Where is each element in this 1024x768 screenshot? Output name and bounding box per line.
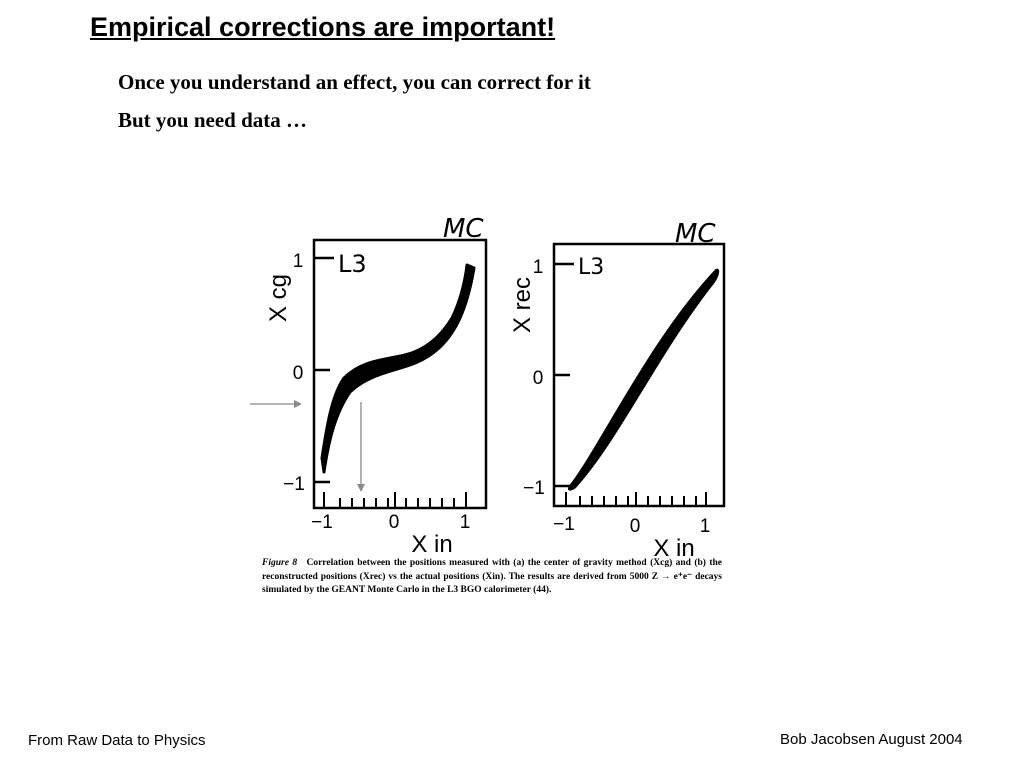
right-xticks [565, 492, 707, 506]
right-scatter-band [568, 268, 720, 491]
caption-label: Figure 8 [262, 558, 298, 568]
figure-caption: Figure 8 Correlation between the positio… [262, 557, 722, 598]
footer-title: From Raw Data to Physics [28, 732, 206, 749]
bullet-2: But you need data … [118, 108, 308, 132]
left-xticks [323, 492, 467, 508]
right-xtick-label-1: 1 [700, 516, 711, 537]
horizontal-arrow-head [294, 400, 302, 408]
vertical-arrow-head [357, 484, 365, 492]
correlation-figure: MC L3 [240, 210, 740, 630]
right-xtick-label-0: 0 [630, 516, 641, 537]
left-xlabel: X in [411, 531, 452, 558]
right-plot: MC L3 1 0 [509, 219, 726, 562]
right-ytick-label-m1: −1 [523, 478, 545, 499]
right-xlabel: X in [653, 535, 694, 562]
left-ytick-label-m1: −1 [283, 474, 305, 495]
left-xtick-label-0: 0 [389, 512, 400, 533]
right-xtick-label-m1: −1 [553, 514, 575, 535]
caption-text: Correlation between the positions measur… [262, 558, 723, 595]
footer-author-date: Bob Jacobsen August 2004 [780, 731, 963, 748]
left-ytick-label-0: 0 [293, 363, 304, 384]
left-plot-frame [312, 238, 488, 510]
right-ytick-label-1: 1 [533, 257, 544, 278]
figure-plots: MC L3 [250, 214, 726, 562]
left-xtick-label-1: 1 [460, 512, 471, 533]
slide-title: Empirical corrections are important! [90, 12, 556, 42]
right-ylabel: X rec [509, 277, 536, 333]
left-xtick-label-m1: −1 [311, 512, 333, 533]
left-ylabel: X cg [265, 274, 292, 322]
left-plot: MC L3 [250, 214, 488, 558]
bullet-1: Once you understand an effect, you can c… [118, 70, 591, 94]
left-l3-label: L3 [338, 250, 367, 278]
left-scatter-band [320, 263, 476, 474]
right-ytick-label-0: 0 [533, 368, 544, 389]
right-l3-label: L3 [578, 255, 604, 280]
left-ytick-label-1: 1 [293, 251, 304, 272]
